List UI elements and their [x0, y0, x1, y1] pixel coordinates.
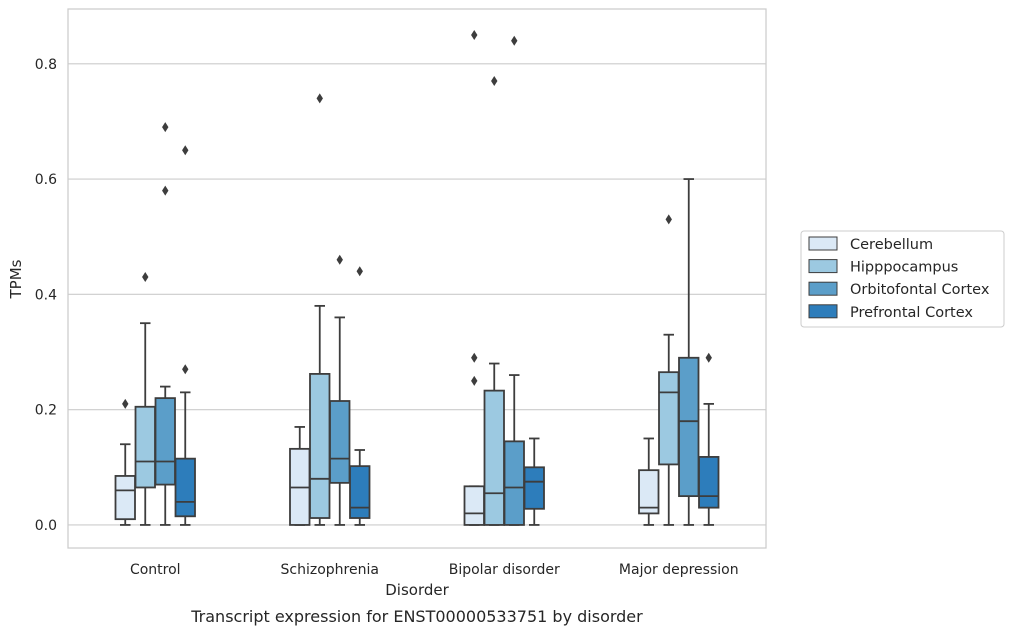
- legend-label: Cerebellum: [850, 237, 933, 253]
- y-tick-labels: 0.0 0.2 0.4 0.6 0.8: [35, 57, 57, 534]
- outlier-marker: [511, 35, 518, 46]
- box-hipppocampus: [134, 272, 156, 526]
- outlier-marker: [491, 76, 498, 87]
- box-orbitofontal-cortex: [678, 178, 700, 526]
- box-prefrontal-cortex: [349, 266, 371, 526]
- box-body: [503, 440, 525, 526]
- box-cerebellum: [638, 437, 660, 526]
- outlier-marker: [471, 352, 478, 363]
- box-orbitofontal-cortex: [329, 254, 351, 526]
- legend-swatch: [808, 259, 838, 274]
- outlier-marker: [122, 398, 129, 409]
- box-body: [349, 465, 371, 519]
- x-tick-label: Control: [130, 562, 181, 578]
- y-tick-label: 0.6: [35, 172, 57, 188]
- outlier-marker: [162, 122, 169, 133]
- box-body: [678, 356, 700, 498]
- y-tick-label: 0.0: [35, 518, 57, 534]
- box-body: [114, 475, 136, 521]
- box-body: [638, 469, 660, 515]
- outlier-marker: [665, 214, 672, 225]
- legend-label: Prefrontal Cortex: [850, 305, 973, 321]
- outlier-marker: [356, 266, 363, 277]
- box-body: [154, 397, 176, 486]
- box-prefrontal-cortex: [523, 437, 545, 526]
- x-tick-label: Bipolar disorder: [449, 562, 560, 578]
- y-tick-label: 0.8: [35, 57, 57, 73]
- box-cerebellum: [114, 398, 136, 526]
- box-prefrontal-cortex: [174, 145, 196, 526]
- legend: Cerebellum Hipppocampus Orbitofontal Corte…: [800, 230, 1005, 328]
- outlier-marker: [162, 185, 169, 196]
- box-orbitofontal-cortex: [503, 35, 525, 526]
- legend-label: Hipppocampus: [850, 260, 958, 276]
- box-body: [463, 485, 485, 526]
- boxes-layer: [114, 29, 720, 526]
- box-body: [698, 456, 720, 509]
- x-tick-labels: Control Schizophrenia Bipolar disorder Majo…: [130, 562, 739, 578]
- y-tick-label: 0.4: [35, 287, 57, 303]
- legend-swatch: [808, 281, 838, 296]
- box-body: [134, 405, 156, 489]
- x-tick-label: Schizophrenia: [281, 562, 379, 578]
- chart-caption: Transcript expression for ENST0000053375…: [190, 607, 643, 626]
- outlier-marker: [142, 272, 149, 283]
- box-orbitofontal-cortex: [154, 122, 176, 526]
- outlier-marker: [336, 254, 343, 265]
- box-body: [309, 373, 331, 519]
- outlier-marker: [182, 364, 189, 375]
- legend-swatch: [808, 304, 838, 319]
- plot-frame: [67, 8, 767, 549]
- outlier-marker: [471, 375, 478, 386]
- legend-label: Orbitofontal Cortex: [850, 282, 990, 298]
- box-body: [329, 400, 351, 484]
- y-tick-label: 0.2: [35, 403, 57, 419]
- x-axis-label: Disorder: [385, 581, 449, 599]
- box-body: [658, 371, 680, 466]
- x-tick-label: Major depression: [619, 562, 739, 578]
- outlier-marker: [182, 145, 189, 156]
- box-body: [174, 457, 196, 518]
- y-axis-label: TPMs: [7, 259, 25, 299]
- outlier-marker: [316, 93, 323, 104]
- box-prefrontal-cortex: [698, 352, 720, 526]
- box-body: [523, 466, 545, 510]
- outlier-marker: [471, 29, 478, 40]
- outlier-marker: [705, 352, 712, 363]
- box-body: [483, 389, 505, 526]
- legend-frame: [800, 230, 1005, 328]
- legend-swatch: [808, 236, 838, 251]
